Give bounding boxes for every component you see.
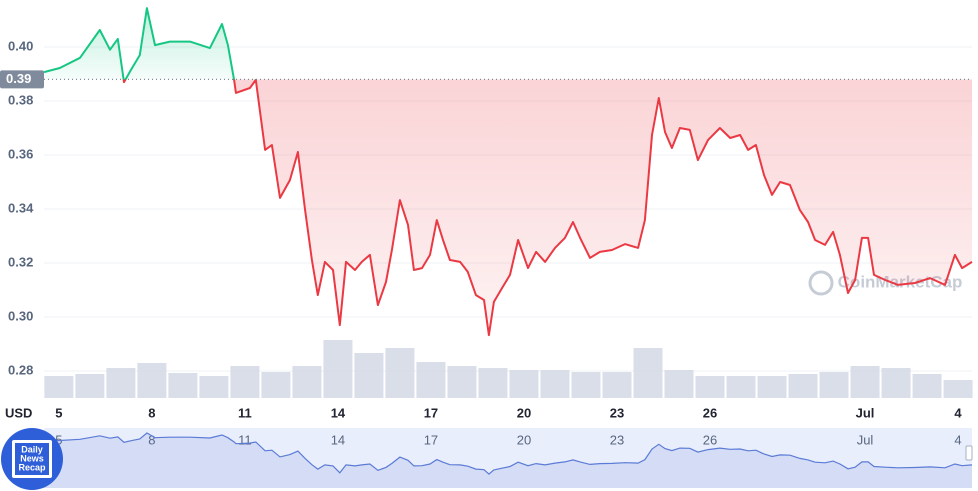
volume-bar bbox=[44, 376, 74, 398]
currency-label: USD bbox=[5, 405, 32, 420]
volume-bar bbox=[912, 374, 942, 398]
volume-bar bbox=[633, 348, 663, 398]
x-tick-label: 11 bbox=[238, 405, 252, 420]
watermark-logo bbox=[808, 270, 834, 296]
navigator-tick-label: 14 bbox=[331, 432, 345, 447]
navigator-tick-label: Jul bbox=[857, 432, 874, 447]
volume-bar bbox=[230, 366, 260, 398]
navigator-line bbox=[43, 432, 973, 475]
y-tick-label: 0.28 bbox=[8, 362, 33, 377]
badge-text: Daily bbox=[21, 444, 43, 454]
volume-bar bbox=[602, 372, 632, 398]
volume-bar bbox=[385, 348, 415, 398]
x-tick-label: 20 bbox=[517, 405, 531, 420]
x-tick-label: 4 bbox=[954, 405, 962, 420]
badge-text: News bbox=[20, 453, 44, 463]
y-tick-label: 0.38 bbox=[8, 92, 33, 107]
y-tick-label: 0.30 bbox=[8, 308, 33, 323]
x-tick-label: 23 bbox=[610, 405, 624, 420]
volume-bar bbox=[757, 376, 787, 398]
volume-bar bbox=[664, 370, 694, 398]
badge-text: Recap bbox=[18, 462, 46, 472]
navigator-tick-label: 8 bbox=[148, 432, 155, 447]
volume-bar bbox=[819, 372, 849, 398]
volume-bar bbox=[168, 373, 198, 398]
volume-bar bbox=[726, 376, 756, 398]
volume-bar bbox=[416, 362, 446, 398]
baseline-label-bg bbox=[0, 70, 44, 89]
x-tick-label: Jul bbox=[856, 405, 875, 420]
volume-bar bbox=[354, 353, 384, 398]
navigator-tick-label: 26 bbox=[703, 432, 717, 447]
volume-bar bbox=[478, 368, 508, 398]
x-tick-label: 8 bbox=[148, 405, 155, 420]
volume-bar bbox=[881, 368, 911, 398]
badge-inner bbox=[15, 443, 49, 475]
x-tick-label: 14 bbox=[331, 405, 346, 420]
navigator-area bbox=[44, 433, 972, 488]
volume-bar bbox=[540, 370, 570, 398]
x-tick-label: 17 bbox=[424, 405, 438, 420]
navigator-handle bbox=[965, 445, 973, 461]
price-line bbox=[43, 7, 973, 337]
price-area bbox=[44, 8, 972, 336]
volume-bar bbox=[106, 368, 136, 398]
volume-bar bbox=[292, 366, 322, 398]
volume-bar bbox=[788, 374, 818, 398]
navigator-tick-label: 4 bbox=[954, 432, 961, 447]
badge: Daily News Recap bbox=[1, 428, 63, 490]
volume-bar bbox=[75, 374, 105, 398]
volume-bar bbox=[199, 376, 229, 398]
x-tick-label: 26 bbox=[703, 405, 717, 420]
volume-bar bbox=[447, 366, 477, 398]
y-tick-label: 0.40 bbox=[8, 38, 33, 53]
volume-bar bbox=[571, 372, 601, 398]
baseline-label: 0.39 bbox=[6, 71, 31, 86]
volume-bar bbox=[137, 363, 167, 398]
y-tick-label: 0.32 bbox=[8, 254, 33, 269]
volume-bar bbox=[323, 340, 353, 398]
volume-bar bbox=[695, 376, 725, 398]
navigator-tick-label: 23 bbox=[610, 432, 624, 447]
navigator-tick-label: 17 bbox=[424, 432, 438, 447]
volume-bar bbox=[261, 372, 291, 398]
y-tick-label: 0.34 bbox=[8, 200, 34, 215]
y-tick-label: 0.36 bbox=[8, 146, 33, 161]
volume-bar bbox=[850, 366, 880, 398]
navigator-tick-label: 20 bbox=[517, 432, 531, 447]
volume-bar bbox=[509, 370, 539, 398]
x-tick-label: 5 bbox=[55, 405, 62, 420]
volume-bar bbox=[943, 380, 973, 398]
